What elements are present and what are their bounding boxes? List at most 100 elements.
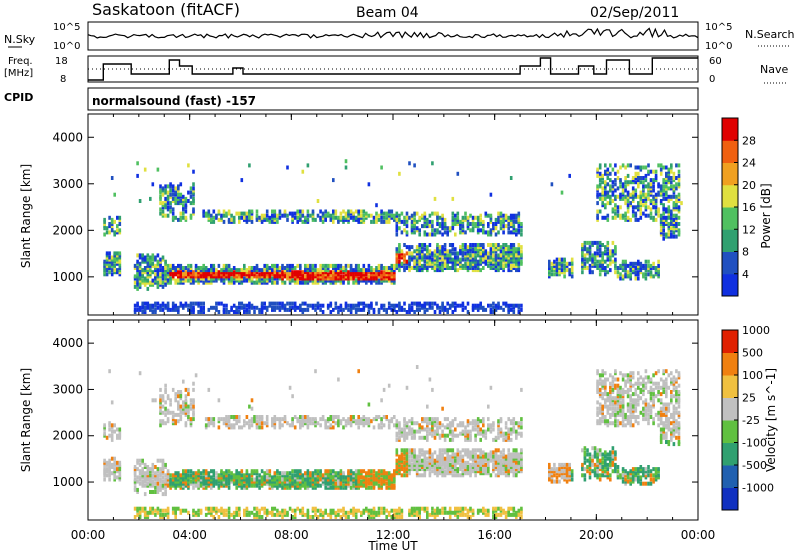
range-gate-cell: [426, 266, 429, 270]
range-gate-cell: [642, 165, 645, 170]
range-gate-cell: [642, 192, 645, 197]
range-gate-cell: [428, 243, 432, 247]
range-gate-cell: [459, 465, 462, 469]
range-gate-cell: [276, 508, 279, 513]
range-gate-cell: [461, 226, 465, 231]
range-gate-cell: [192, 400, 195, 405]
range-gate-cell: [232, 280, 236, 285]
range-gate-cell: [360, 419, 363, 424]
range-gate-cell: [606, 194, 610, 199]
range-gate-cell: [517, 261, 521, 266]
range-gate-cell: [421, 251, 424, 256]
range-gate-cell: [395, 467, 399, 472]
range-gate-cell: [619, 184, 622, 189]
range-gate-cell: [278, 272, 282, 277]
range-gate-cell: [588, 249, 592, 254]
range-gate-cell: [161, 211, 165, 216]
range-gate-cell: [670, 217, 673, 222]
range-gate-cell: [342, 276, 345, 281]
range-gate-cell: [179, 475, 183, 480]
range-gate-cell: [311, 217, 315, 222]
range-gate-cell: [179, 182, 183, 187]
range-gate-cell: [235, 310, 238, 314]
range-gate-cell: [154, 276, 157, 281]
range-gate-cell: [395, 465, 399, 469]
range-gate-cell: [207, 211, 211, 216]
range-gate-cell: [339, 508, 343, 513]
range-gate-cell: [466, 255, 470, 260]
range-gate-cell: [451, 211, 455, 216]
range-gate-cell: [240, 272, 244, 277]
range-gate-cell: [202, 280, 205, 285]
range-gate-cell: [304, 268, 307, 273]
range-gate-cell: [466, 215, 470, 220]
range-gate-cell: [306, 475, 310, 480]
range-gate-cell: [283, 213, 287, 218]
range-gate-cell: [202, 272, 205, 277]
range-gate-cell: [189, 194, 193, 199]
range-gate-cell: [464, 230, 467, 235]
range-gate-cell: [171, 211, 175, 216]
range-gate-cell: [161, 404, 165, 409]
range-gate-cell: [154, 512, 157, 517]
range-gate-cell: [177, 266, 180, 270]
range-gate-cell: [492, 222, 495, 226]
range-gate-cell: [151, 310, 155, 314]
range-gate-cell: [273, 274, 277, 279]
range-gate-cell: [675, 213, 678, 218]
range-gate-cell: [169, 266, 172, 270]
range-gate-cell: [329, 263, 333, 268]
range-gate-cell: [217, 310, 221, 314]
range-gate-cell: [260, 272, 264, 277]
range-gate-cell: [255, 479, 259, 484]
range-gate-cell: [395, 448, 399, 453]
range-gate-cell: [306, 510, 310, 515]
range-gate-cell: [339, 307, 343, 312]
range-gate-cell: [222, 270, 226, 275]
range-gate-cell: [164, 492, 167, 497]
range-gate-cell: [334, 510, 338, 515]
range-gate-cell: [299, 477, 302, 482]
range-gate-cell: [347, 481, 350, 486]
range-gate-cell: [492, 257, 495, 262]
noise-right-tick-bottom: 10^0: [705, 41, 732, 52]
range-gate-cell: [393, 423, 396, 428]
range-gate-cell: [344, 165, 348, 170]
range-gate-cell: [410, 213, 414, 218]
range-gate-cell: [174, 506, 177, 511]
range-gate-cell: [489, 232, 493, 237]
range-gate-cell: [349, 303, 353, 308]
range-gate-cell: [677, 196, 681, 201]
range-gate-cell: [306, 425, 310, 430]
range-gate-cell: [431, 506, 434, 511]
range-gate-cell: [243, 512, 246, 517]
range-gate-cell: [619, 213, 622, 218]
range-gate-cell: [352, 471, 355, 476]
range-gate-cell: [235, 473, 238, 478]
range-gate-cell: [471, 228, 475, 233]
range-gate-cell: [461, 228, 465, 233]
range-gate-cell: [398, 305, 401, 310]
range-gate-cell: [454, 433, 457, 438]
range-gate-cell: [240, 268, 244, 273]
range-gate-cell: [400, 433, 404, 438]
range-gate-cell: [202, 274, 205, 279]
range-gate-cell: [212, 305, 216, 310]
range-gate-cell: [352, 483, 355, 488]
range-gate-cell: [395, 450, 399, 455]
range-gate-cell: [286, 475, 289, 480]
range-gate-cell: [169, 268, 172, 273]
range-gate-cell: [171, 270, 175, 275]
range-gate-cell: [637, 217, 640, 222]
range-gate-cell: [278, 477, 282, 482]
range-gate-cell: [479, 301, 482, 306]
range-gate-cell: [448, 259, 452, 264]
range-gate-cell: [606, 213, 610, 218]
range-gate-cell: [293, 485, 297, 490]
range-gate-cell: [304, 217, 307, 222]
range-gate-cell: [141, 469, 144, 474]
range-gate-cell: [438, 224, 442, 229]
range-gate-cell: [108, 257, 111, 262]
range-gate-cell: [349, 270, 353, 275]
range-gate-cell: [138, 270, 142, 275]
